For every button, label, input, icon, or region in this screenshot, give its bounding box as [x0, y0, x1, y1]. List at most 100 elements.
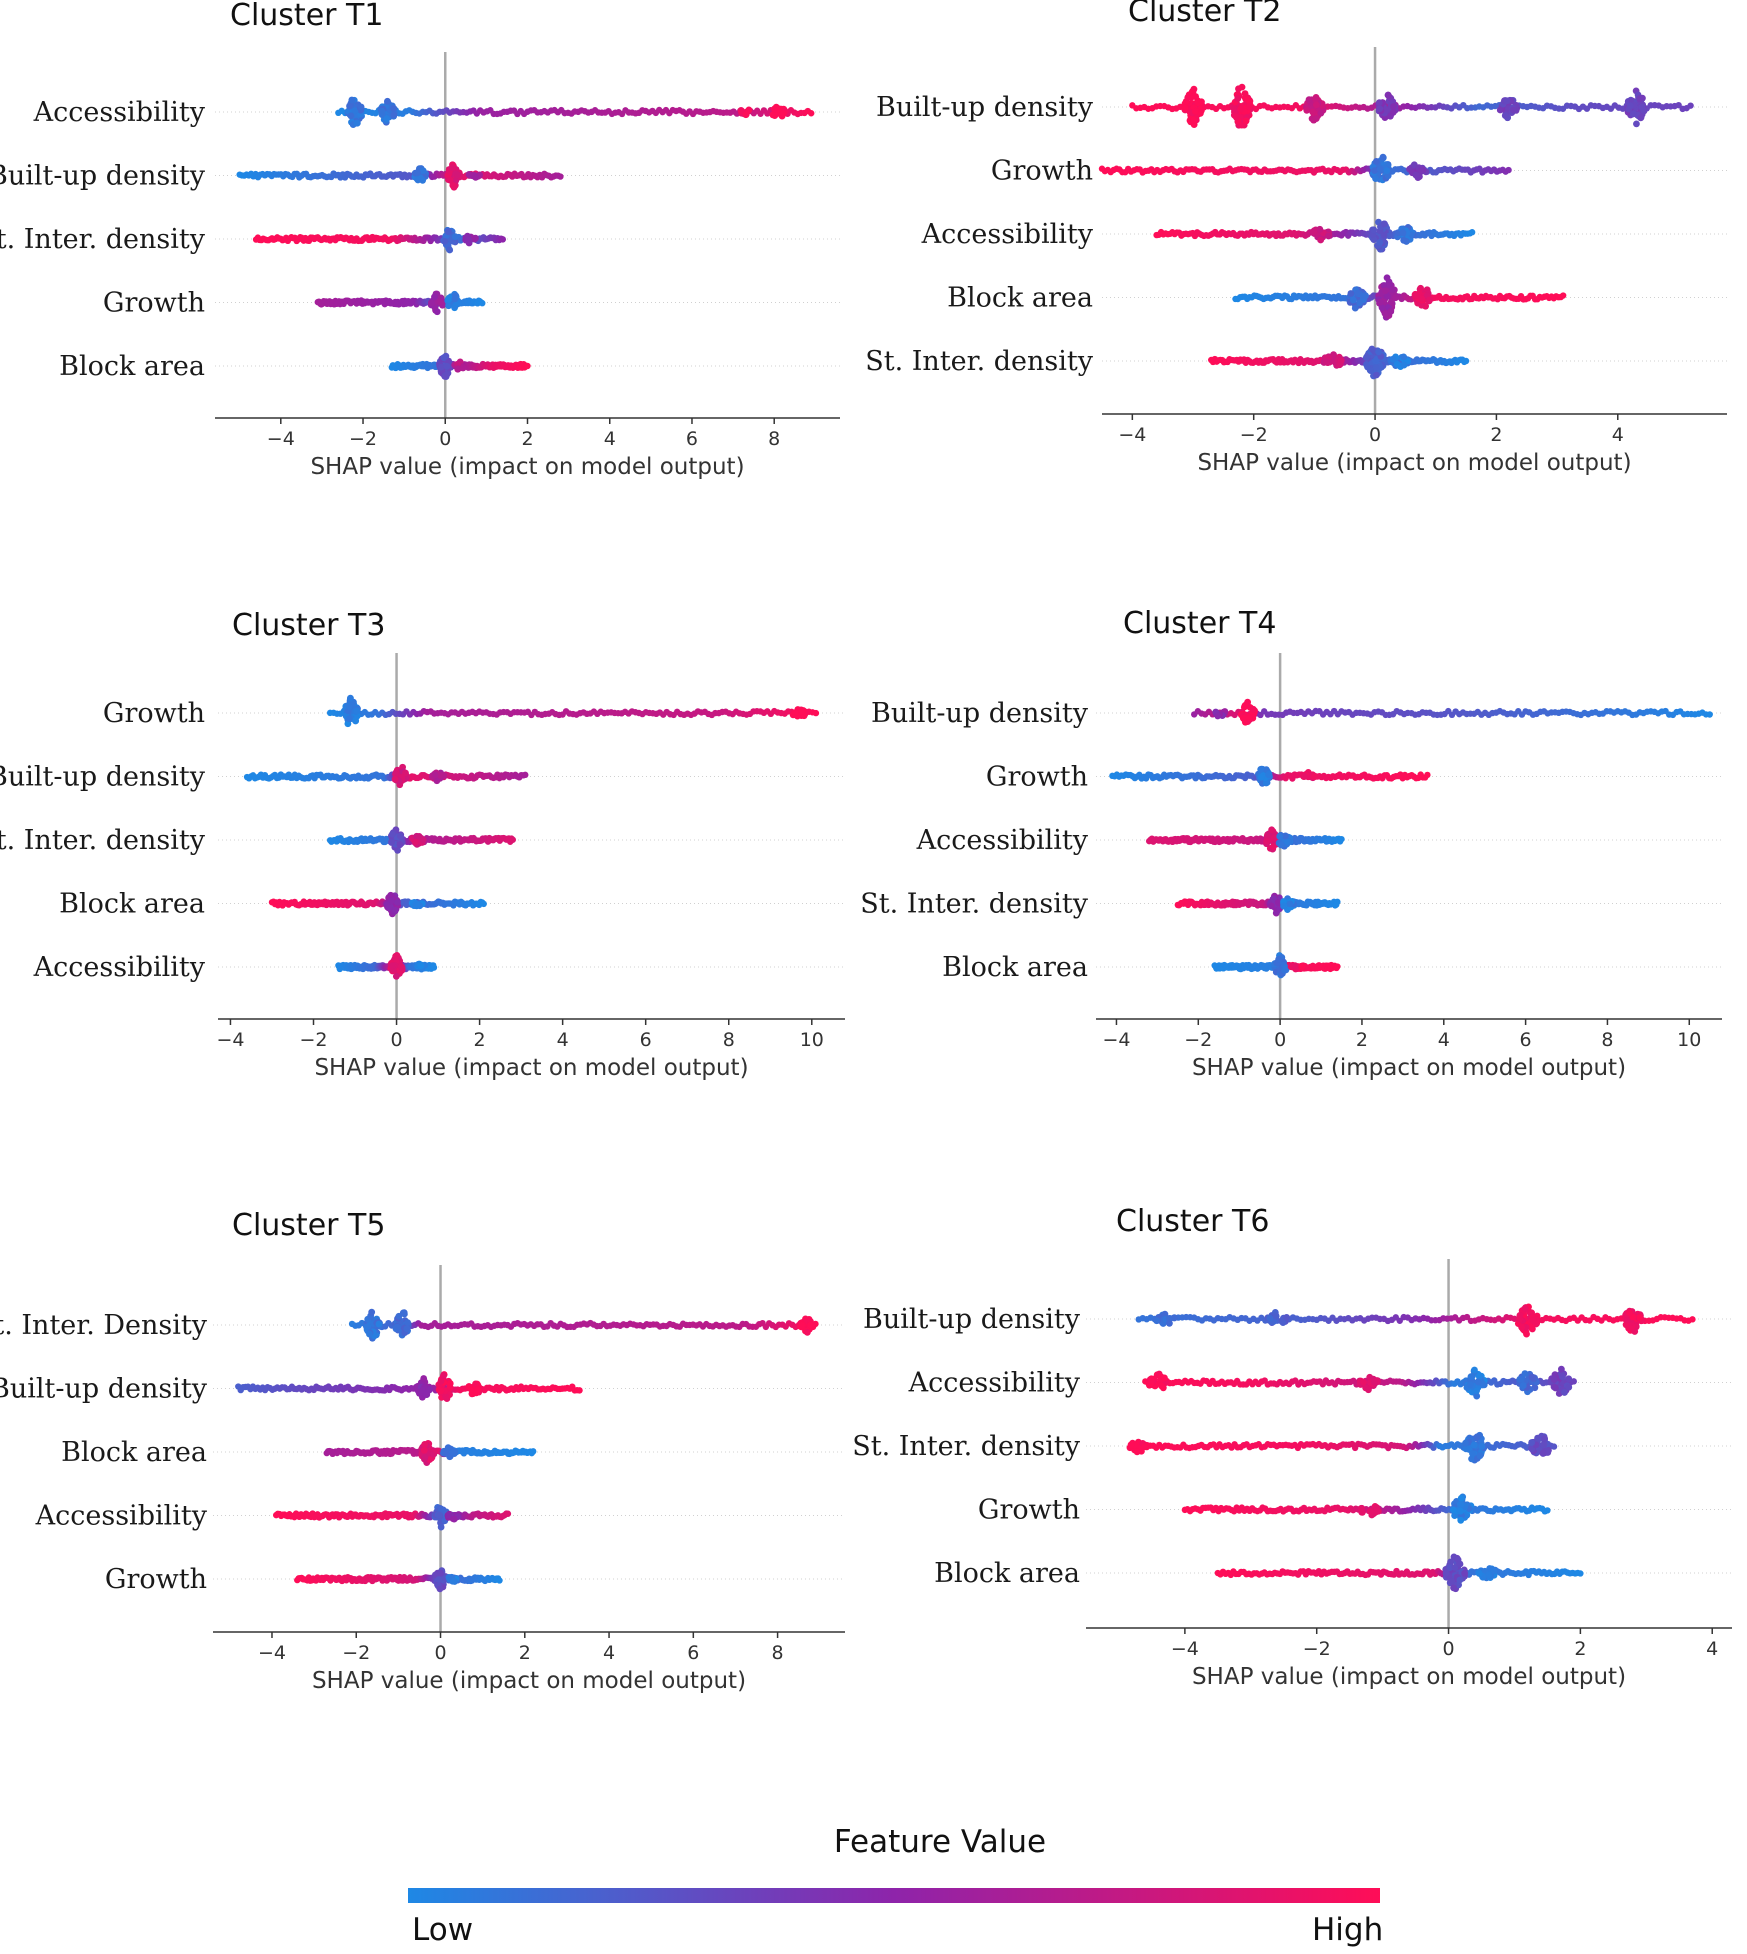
shap-point — [391, 775, 399, 783]
shap-point — [1356, 299, 1364, 307]
chart-title: Cluster T3 — [232, 608, 386, 643]
shap-point — [347, 112, 355, 120]
shap-point — [808, 110, 815, 117]
shap-point — [346, 102, 353, 110]
feature-label: Accessibility — [921, 219, 1094, 250]
shap-point — [1336, 361, 1343, 369]
shap-point — [440, 1371, 447, 1379]
shap-point — [393, 898, 401, 906]
shap-point — [1244, 96, 1252, 103]
shap-point — [441, 372, 449, 380]
shap-point — [1323, 358, 1330, 366]
feature-label: St. Inter. density — [860, 889, 1088, 920]
shap-point — [378, 107, 386, 115]
shap-point — [1383, 167, 1391, 174]
shap-point — [1369, 231, 1377, 239]
shap-point — [807, 1321, 815, 1329]
shap-point — [1349, 296, 1357, 304]
shap-point — [375, 1320, 383, 1328]
shap-point — [392, 952, 400, 960]
x-axis-label: SHAP value (impact on model output) — [310, 454, 744, 480]
shap-point — [437, 363, 445, 371]
shap-point — [1389, 355, 1397, 363]
shap-point — [385, 904, 393, 912]
shap-point — [1351, 304, 1359, 312]
shap-point — [1373, 371, 1380, 379]
shap-point — [1312, 101, 1320, 109]
shap-point — [1194, 99, 1202, 107]
shap-point — [1412, 171, 1420, 179]
shap-point — [745, 106, 753, 114]
shap-point — [430, 964, 438, 971]
x-tick-label: 2 — [1490, 424, 1502, 446]
shap-point — [1262, 779, 1270, 787]
x-tick-label: 4 — [604, 428, 616, 450]
shap-point — [1245, 103, 1253, 111]
shap-point — [1371, 167, 1379, 175]
x-tick-label: 6 — [686, 428, 698, 450]
chart-panel-t1: Cluster T1 Accessibility Built-up density… — [0, 0, 873, 600]
shap-point — [1325, 232, 1332, 240]
shap-point — [1238, 83, 1246, 91]
shap-point — [1372, 175, 1379, 183]
shap-point — [1376, 105, 1384, 113]
feature-label: Block area — [59, 889, 205, 920]
shap-point — [522, 771, 529, 779]
shap-point — [1380, 231, 1388, 239]
shap-point — [742, 111, 750, 119]
shap-point — [465, 1383, 473, 1391]
shap-point — [1364, 363, 1371, 371]
shap-point — [524, 362, 531, 370]
shap-point — [471, 235, 479, 243]
shap-point — [499, 236, 507, 243]
shap-point — [1190, 92, 1198, 100]
shap-point — [403, 1325, 411, 1333]
x-axis-label: SHAP value (impact on model output) — [1197, 450, 1631, 476]
x-axis-label: SHAP value (impact on model output) — [314, 1055, 748, 1081]
x-tick-label: 2 — [521, 428, 533, 450]
feature-row: Accessibility — [33, 96, 840, 128]
shap-point — [1503, 97, 1511, 105]
shap-point — [1399, 229, 1407, 237]
shap-point — [423, 1391, 431, 1398]
shap-point — [384, 97, 391, 105]
chart-title: Cluster T1 — [230, 0, 384, 33]
shap-point — [1284, 838, 1291, 846]
shap-point — [798, 707, 806, 715]
shap-point — [1214, 712, 1222, 720]
shap-point — [444, 1444, 452, 1452]
shap-point — [357, 103, 365, 111]
x-tick-label: 10 — [800, 1029, 824, 1051]
x-tick-label: −2 — [1240, 424, 1268, 446]
shap-point — [1417, 166, 1425, 174]
feature-row: Accessibility — [916, 825, 1722, 856]
shap-point — [1400, 353, 1408, 361]
x-tick-label: 0 — [439, 428, 451, 450]
shap-point — [419, 167, 427, 174]
feature-label: Growth — [991, 156, 1093, 187]
shap-point — [352, 717, 360, 724]
shap-point — [1706, 711, 1713, 718]
shap-point — [446, 246, 454, 254]
feature-row: Block area — [61, 1437, 845, 1468]
shap-point — [803, 1328, 811, 1336]
shap-point — [1417, 284, 1425, 292]
x-tick-label: −4 — [1102, 1029, 1130, 1051]
shap-point — [1301, 773, 1308, 780]
feature-label: Block area — [61, 1437, 207, 1468]
shap-point — [1249, 705, 1257, 713]
shap-point — [419, 1386, 426, 1394]
shap-point — [442, 1393, 449, 1401]
shap-point — [454, 171, 462, 179]
x-tick-label: 4 — [1612, 424, 1624, 446]
shap-point — [345, 715, 353, 723]
shap-point — [1387, 298, 1395, 306]
feature-row: St. Inter. density — [865, 345, 1727, 380]
shap-point — [390, 111, 398, 119]
shap-point — [1311, 773, 1318, 781]
shap-point — [1232, 113, 1240, 121]
shap-point — [414, 176, 422, 184]
shap-point — [479, 299, 486, 307]
shap-point — [1234, 95, 1242, 102]
